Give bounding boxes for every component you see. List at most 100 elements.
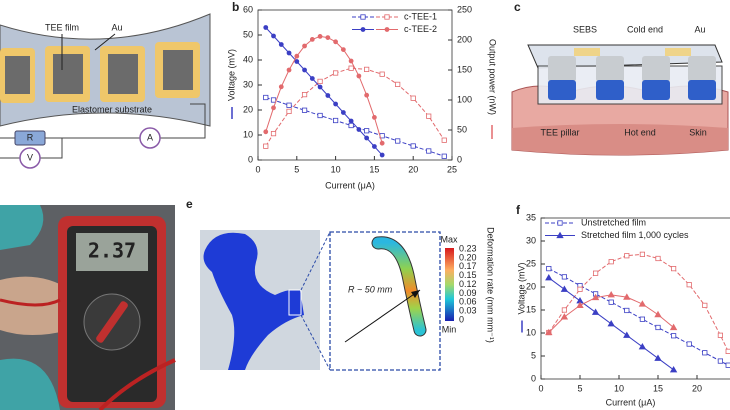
y-tick-label: 20	[243, 104, 253, 114]
marker	[669, 323, 678, 331]
marker	[263, 25, 269, 30]
marker	[325, 35, 331, 40]
label: Cold end	[627, 24, 663, 34]
y2-tick-label: 100	[457, 94, 472, 104]
y-tick-label: 25	[526, 258, 536, 268]
marker	[302, 43, 307, 49]
marker	[348, 118, 354, 124]
marker	[639, 251, 646, 257]
charts: b0 5 10 15 20 250102030405060050100150200250C…	[226, 0, 730, 407]
marker	[301, 107, 308, 113]
marker	[545, 273, 553, 281]
power-line	[265, 35, 383, 144]
marker	[379, 140, 385, 146]
y-tick-label: 60	[243, 4, 253, 14]
glove	[0, 205, 44, 250]
marker	[263, 129, 269, 135]
marker	[654, 310, 662, 318]
marker	[669, 365, 678, 373]
marker	[560, 285, 569, 292]
marker	[607, 319, 615, 327]
marker	[607, 291, 615, 298]
x-tick-label: 20	[692, 383, 702, 393]
marker	[638, 342, 647, 350]
label: TEE film	[45, 22, 79, 32]
colorbar-tick-label: 0.15	[459, 270, 477, 280]
colorbar-tick-label: 0	[459, 314, 464, 324]
colorbar-tick-label: 0.23	[459, 243, 477, 253]
y-tick-label: 10	[526, 327, 536, 337]
y-tick-label: 40	[243, 54, 253, 64]
marker	[441, 153, 447, 159]
legend-marker	[556, 231, 564, 239]
y2-axis-label: Output power (nW)	[488, 39, 498, 115]
label: Hot end	[624, 127, 656, 137]
marker	[655, 255, 661, 262]
marker	[371, 144, 377, 149]
colorbar-tick-label: 0.06	[459, 297, 477, 307]
marker	[270, 130, 277, 137]
panel-label: e	[186, 197, 193, 211]
marker	[317, 34, 323, 39]
zoom-box	[288, 289, 302, 316]
legend-marker	[557, 220, 563, 226]
marker	[608, 299, 614, 305]
marker	[332, 70, 339, 76]
colorbar-tick-label: 0.03	[459, 306, 477, 316]
marker	[561, 274, 568, 280]
x-tick-label: 0	[538, 383, 543, 393]
label: A	[147, 132, 153, 142]
marker	[725, 362, 730, 368]
marker	[560, 313, 569, 320]
marker	[278, 42, 284, 47]
marker	[309, 76, 315, 81]
display: 2.37	[88, 239, 136, 263]
tee-film	[53, 54, 83, 94]
zoom-line	[300, 314, 331, 371]
label: TEE pillar	[540, 127, 579, 137]
marker	[591, 293, 600, 301]
marker	[638, 300, 647, 307]
marker	[333, 39, 339, 45]
pillar-cold	[548, 56, 576, 82]
marker	[325, 93, 331, 98]
marker	[671, 265, 677, 272]
marker	[348, 58, 354, 64]
arm-model	[203, 232, 304, 370]
x-tick-label: 0	[255, 164, 260, 174]
pillar-cold	[596, 56, 624, 82]
legend-marker	[384, 27, 390, 32]
marker	[671, 333, 677, 339]
glove	[0, 358, 60, 410]
marker	[725, 348, 730, 355]
pillar-cold	[688, 56, 716, 82]
zoom-frame	[329, 231, 441, 371]
marker	[395, 138, 401, 144]
marker	[270, 97, 277, 103]
marker	[639, 316, 646, 322]
colorbar-tick-label: 0.17	[459, 261, 477, 271]
au-top	[574, 48, 600, 56]
label: Au	[111, 22, 122, 32]
legend-marker	[360, 14, 366, 20]
marker	[317, 84, 323, 90]
panel-c: c SEBS Cold end Au TEE pillar Hot end Sk…	[511, 0, 729, 156]
panel-a: TEE film Au Elastomer substrate R A V	[0, 13, 211, 169]
marker	[410, 143, 416, 149]
marker	[301, 92, 308, 98]
power-line	[265, 67, 445, 147]
screen	[76, 233, 148, 271]
y2-tick-label: 200	[457, 34, 472, 44]
marker	[686, 341, 692, 347]
legend-label: c-TEE-1	[404, 11, 437, 21]
marker	[655, 324, 661, 331]
pillars	[548, 48, 716, 100]
marker	[286, 50, 292, 56]
x-tick-label: 20	[408, 164, 418, 174]
y-tick-label: 10	[243, 129, 253, 139]
y-tick-label: 30	[243, 79, 253, 89]
label: SEBS	[573, 24, 597, 34]
label: Au	[694, 24, 705, 34]
colorbar-tick-label: 0.20	[459, 252, 477, 262]
